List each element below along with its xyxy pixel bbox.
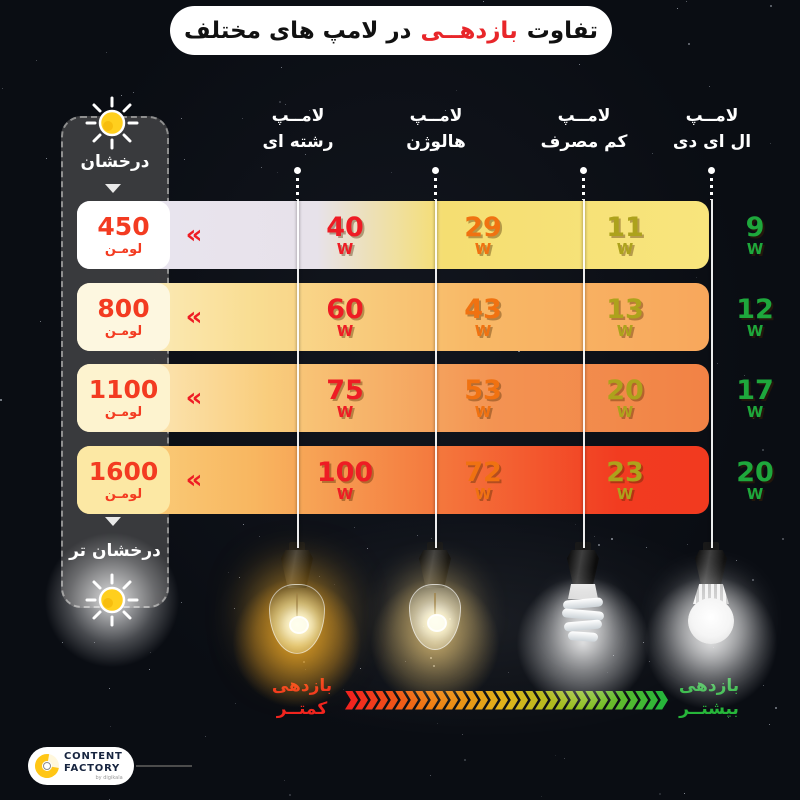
watt-value-led: 20 W	[713, 446, 797, 514]
brightness-top-label: درخشان	[61, 152, 169, 172]
watt-value-cfl: 20 W	[583, 364, 667, 432]
sun-bright-icon	[84, 572, 140, 628]
bulb-cord	[435, 200, 437, 548]
watt-value-halogen: 43 W	[441, 283, 525, 351]
footer-divider	[136, 765, 192, 767]
filament	[296, 593, 298, 616]
title-part2: در لامپ های مختلف	[184, 18, 411, 44]
leader-dot	[708, 167, 715, 174]
bulb-cord	[297, 200, 299, 548]
leader-dot	[432, 167, 439, 174]
halogen-bulb	[360, 540, 510, 700]
lumen-label: 800 لومـن	[77, 283, 170, 351]
watt-value-incandescent: 100 W	[303, 446, 387, 514]
leader-dot	[580, 167, 587, 174]
watt-value-halogen: 29 W	[441, 201, 525, 269]
leader-dots	[582, 178, 585, 200]
table-row-1600-lumen: 1600 لومـن « 100 W 72 W 23 W 20 W	[77, 446, 709, 514]
table-row-1100-lumen: 1100 لومـن « 75 W 53 W 20 W 17 W	[77, 364, 709, 432]
lumen-label: 1100 لومـن	[77, 364, 170, 432]
leader-dots	[710, 178, 713, 200]
watt-value-led: 12 W	[713, 283, 797, 351]
led-dome	[688, 598, 734, 644]
title-highlight: بازدهــی	[420, 18, 517, 44]
bulb-cord	[583, 200, 585, 548]
watt-value-cfl: 13 W	[583, 283, 667, 351]
cfl-base	[568, 584, 598, 599]
watt-value-incandescent: 60 W	[303, 283, 387, 351]
column-header-cfl: لامــپ کم مصرف	[514, 103, 654, 156]
brand-badge: CONTENT FACTORY by digikala	[28, 747, 134, 785]
watt-value-incandescent: 75 W	[303, 364, 387, 432]
column-header-halogen: لامــپ هالوژن	[366, 103, 506, 156]
table-row-450-lumen: 450 لومـن « 40 W 29 W 11 W 9W	[77, 201, 709, 269]
content-factory-logo-icon	[30, 749, 63, 782]
watt-value-led: 17 W	[713, 364, 797, 432]
guillemet-icon: «	[177, 201, 211, 269]
table-row-800-lumen: 800 لومـن « 60 W 43 W 13 W 12 W	[77, 283, 709, 351]
infographic-canvas: تفاوت بازدهــی در لامپ های مختلف درخشان …	[0, 0, 800, 800]
incandescent-bulb	[222, 540, 372, 700]
filament	[434, 593, 436, 615]
lumen-label: 1600 لومـن	[77, 446, 170, 514]
guillemet-icon: «	[177, 364, 211, 432]
chevron-down-icon	[105, 184, 121, 193]
title-banner: تفاوت بازدهــی در لامپ های مختلف	[170, 6, 612, 55]
title-part1: تفاوت	[527, 18, 598, 44]
column-header-led: لامــپ ال ای دی	[642, 103, 782, 156]
watt-value-cfl: 23 W	[583, 446, 667, 514]
leader-dots	[296, 178, 299, 200]
led-bulb	[636, 540, 786, 700]
column-header-incandescent: لامــپ رشته ای	[228, 103, 368, 156]
watt-value-halogen: 72 W	[441, 446, 525, 514]
page-title: تفاوت بازدهــی در لامپ های مختلف	[184, 18, 598, 44]
watt-value-led: 9W	[713, 201, 797, 269]
bulb-cord	[711, 200, 713, 548]
chevron-down-icon	[105, 517, 121, 526]
brand-text: CONTENT FACTORY by digikala	[64, 751, 123, 781]
leader-dot	[294, 167, 301, 174]
lumen-label: 450 لومـن	[77, 201, 170, 269]
watt-value-cfl: 11 W	[583, 201, 667, 269]
guillemet-icon: «	[177, 446, 211, 514]
leader-dots	[434, 178, 437, 200]
cfl-spiral	[561, 599, 605, 651]
watt-value-incandescent: 40 W	[303, 201, 387, 269]
sun-icon	[84, 95, 140, 151]
guillemet-icon: «	[177, 283, 211, 351]
camera-lens-icon	[43, 762, 51, 770]
watt-value-halogen: 53 W	[441, 364, 525, 432]
